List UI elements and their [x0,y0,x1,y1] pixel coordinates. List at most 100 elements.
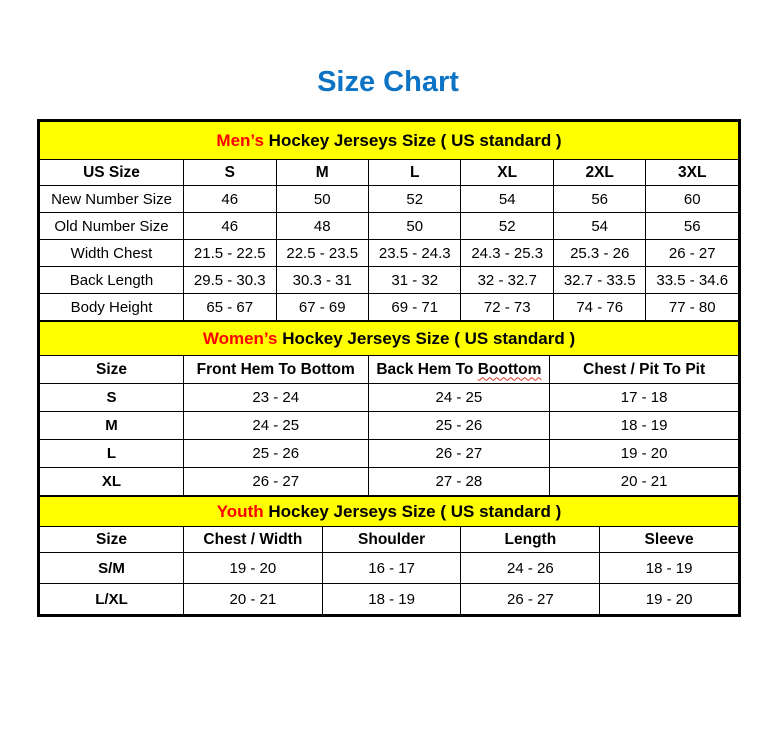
womens-size-table: Women’s Hockey Jerseys Size ( US standar… [39,321,739,496]
value-cell: 29.5 - 30.3 [183,266,277,294]
value-cell: 72 - 73 [460,293,554,321]
value-cell: 54 [460,185,554,213]
value-cell: 32.7 - 33.5 [552,266,647,294]
row-label: XL [39,467,184,496]
value-cell: 24 - 26 [460,552,601,584]
value-cell: 24 - 25 [182,411,369,440]
value-cell: 24 - 25 [367,383,551,412]
youth-size-table: Youth Hockey Jerseys Size ( US standard … [39,496,739,615]
table-row: Old Number Size 46 48 50 52 54 56 [38,212,739,240]
value-cell: 50 [367,212,462,240]
value-cell: 33.5 - 34.6 [645,266,739,294]
size-chart: Men’s Hockey Jerseys Size ( US standard … [37,119,741,617]
row-label: Old Number Size [38,212,185,240]
value-cell: 26 - 27 [182,467,369,496]
value-cell: 74 - 76 [552,293,647,321]
value-cell: 27 - 28 [367,467,551,496]
youth-section-band: Youth Hockey Jerseys Size ( US standard … [39,496,739,527]
youth-section-title-rest: Hockey Jerseys Size ( US standard ) [263,501,562,521]
value-cell: 16 - 17 [321,552,462,584]
value-cell: 31 - 32 [367,266,462,294]
misspelled-word: Boottom [477,360,542,378]
column-header: Back Hem To Boottom [367,355,551,384]
value-cell: 21.5 - 22.5 [183,239,277,267]
column-header: Length [460,526,601,553]
row-label: L/XL [39,583,184,615]
mens-header-row: US Size S M L XL 2XL 3XL [38,159,739,186]
table-row: S/M 19 - 20 16 - 17 24 - 26 18 - 19 [39,552,739,584]
table-row: Back Length 29.5 - 30.3 30.3 - 31 31 - 32 32… [38,266,739,294]
value-cell: 25 - 26 [182,439,369,468]
table-row: S 23 - 24 24 - 25 17 - 18 [39,383,739,412]
column-header: Size [39,355,184,384]
mens-section-title-rest: Hockey Jerseys Size ( US standard ) [263,130,562,150]
column-header: XL [460,159,554,186]
row-label: L [39,439,184,468]
column-header: 3XL [645,159,739,186]
table-row: M 24 - 25 25 - 26 18 - 19 [39,411,739,440]
value-cell: 19 - 20 [549,439,739,468]
value-cell: 60 [645,185,739,213]
value-cell: 20 - 21 [182,583,323,615]
column-header-text: Back Hem To [376,360,478,378]
value-cell: 22.5 - 23.5 [275,239,369,267]
column-header: M [275,159,369,186]
value-cell: 48 [275,212,369,240]
mens-section-title-highlight: Men’s [216,130,264,150]
value-cell: 26 - 27 [645,239,739,267]
value-cell: 56 [645,212,739,240]
table-row: XL 26 - 27 27 - 28 20 - 21 [39,467,739,496]
value-cell: 56 [552,185,647,213]
column-header: Chest / Pit To Pit [549,355,739,384]
mens-size-table: Men’s Hockey Jerseys Size ( US standard … [38,121,739,321]
column-header: L [367,159,462,186]
table-row: Body Height 65 - 67 67 - 69 69 - 71 72 - 73 7… [38,293,739,321]
value-cell: 65 - 67 [183,293,277,321]
row-label: S [39,383,184,412]
mens-section-band: Men’s Hockey Jerseys Size ( US standard … [39,121,739,160]
value-cell: 23.5 - 24.3 [367,239,462,267]
row-label: S/M [39,552,184,584]
row-label: Back Length [38,266,185,294]
value-cell: 50 [275,185,369,213]
value-cell: 26 - 27 [367,439,551,468]
value-cell: 24.3 - 25.3 [460,239,554,267]
column-header: Sleeve [599,526,739,553]
value-cell: 67 - 69 [275,293,369,321]
value-cell: 19 - 20 [599,583,739,615]
row-label: M [39,411,184,440]
womens-section-band: Women’s Hockey Jerseys Size ( US standar… [39,321,739,356]
value-cell: 54 [552,212,647,240]
value-cell: 25.3 - 26 [552,239,647,267]
page-title: Size Chart [317,66,459,98]
youth-header-row: Size Chest / Width Shoulder Length Sleev… [39,526,739,553]
column-header: US Size [38,159,185,186]
womens-section-title-rest: Hockey Jerseys Size ( US standard ) [277,328,576,348]
table-row: New Number Size 46 50 52 54 56 60 [38,185,739,213]
column-header: Front Hem To Bottom [182,355,369,384]
value-cell: 18 - 19 [321,583,462,615]
womens-header-row: Size Front Hem To Bottom Back Hem To Boo… [39,355,739,384]
row-label: Body Height [38,293,185,321]
value-cell: 23 - 24 [182,383,369,412]
value-cell: 69 - 71 [367,293,462,321]
column-header: Chest / Width [182,526,323,553]
column-header: Shoulder [321,526,462,553]
value-cell: 46 [183,185,277,213]
row-label: New Number Size [38,185,185,213]
value-cell: 20 - 21 [549,467,739,496]
womens-section-title-highlight: Women’s [202,328,278,348]
value-cell: 19 - 20 [182,552,323,584]
column-header: Size [39,526,184,553]
column-header: S [183,159,277,186]
value-cell: 18 - 19 [599,552,739,584]
value-cell: 26 - 27 [460,583,601,615]
row-label: Width Chest [38,239,185,267]
value-cell: 46 [183,212,277,240]
youth-section-title: Youth Hockey Jerseys Size ( US standard … [39,496,739,527]
value-cell: 17 - 18 [549,383,739,412]
value-cell: 77 - 80 [645,293,739,321]
value-cell: 52 [367,185,462,213]
table-row: Width Chest 21.5 - 22.5 22.5 - 23.5 23.5 - … [38,239,739,267]
value-cell: 18 - 19 [549,411,739,440]
